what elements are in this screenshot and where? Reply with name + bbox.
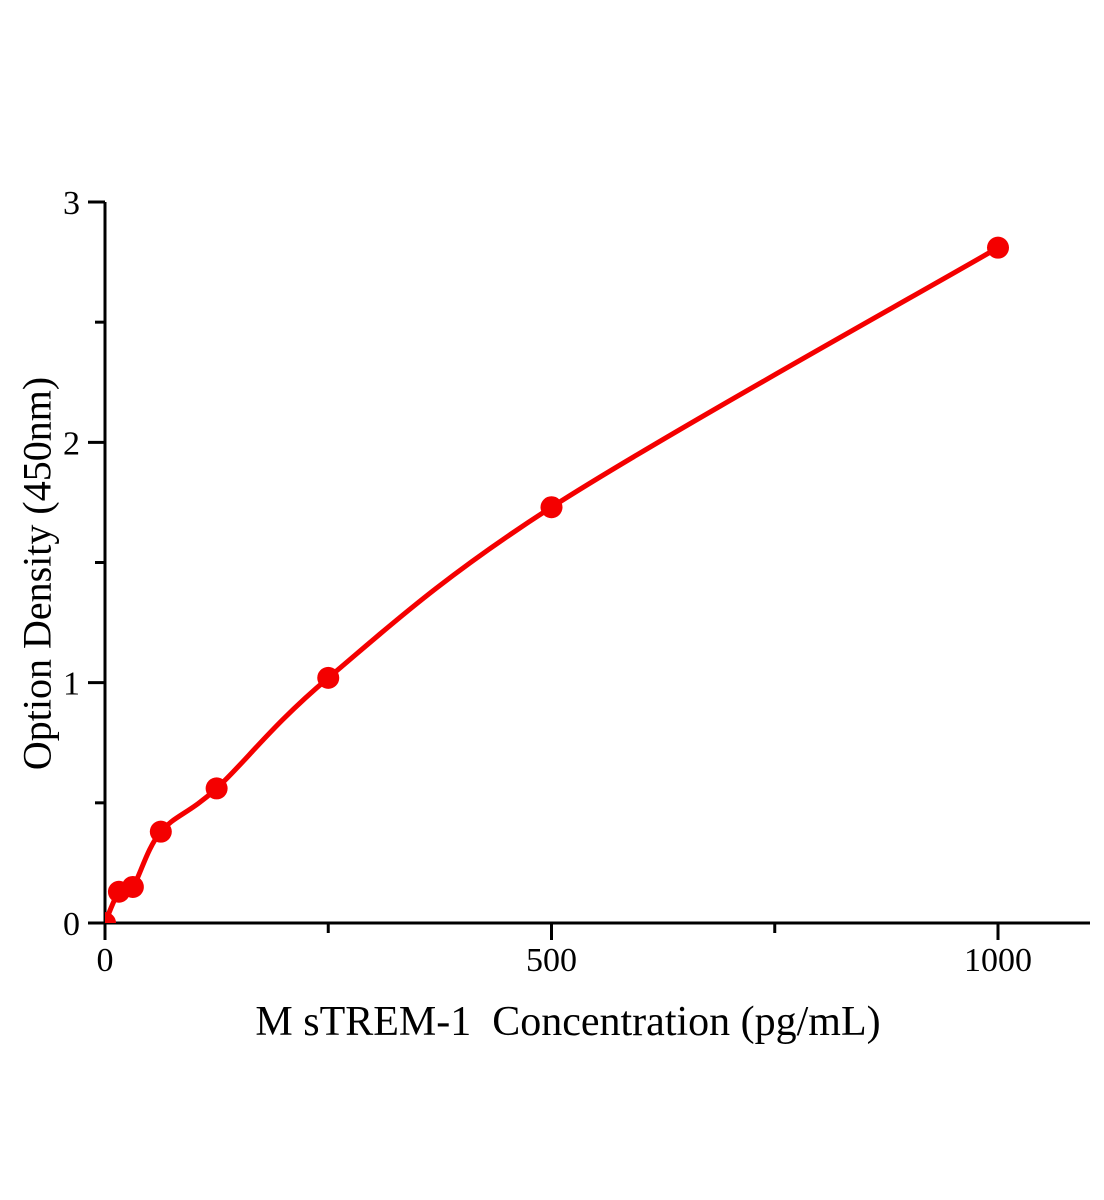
y-tick-label: 1 [63,666,80,703]
data-point [149,820,172,843]
data-point [317,666,340,689]
y-tick-label: 2 [63,425,80,462]
data-point [105,912,116,923]
data-point [987,236,1009,259]
x-tick-label: 0 [97,942,114,979]
data-point [205,777,228,800]
y-tick-label: 3 [63,185,80,222]
x-tick-label: 1000 [964,942,1032,979]
data-point [540,496,563,519]
data-point [121,875,144,898]
x-axis-title: M sTREM-1 Concentration (pg/mL) [255,999,881,1045]
y-tick-label: 0 [63,906,80,943]
fit-curve [105,245,1001,923]
y-axis-title: Option Density (450nm) [14,376,60,771]
x-tick-label: 500 [526,942,577,979]
